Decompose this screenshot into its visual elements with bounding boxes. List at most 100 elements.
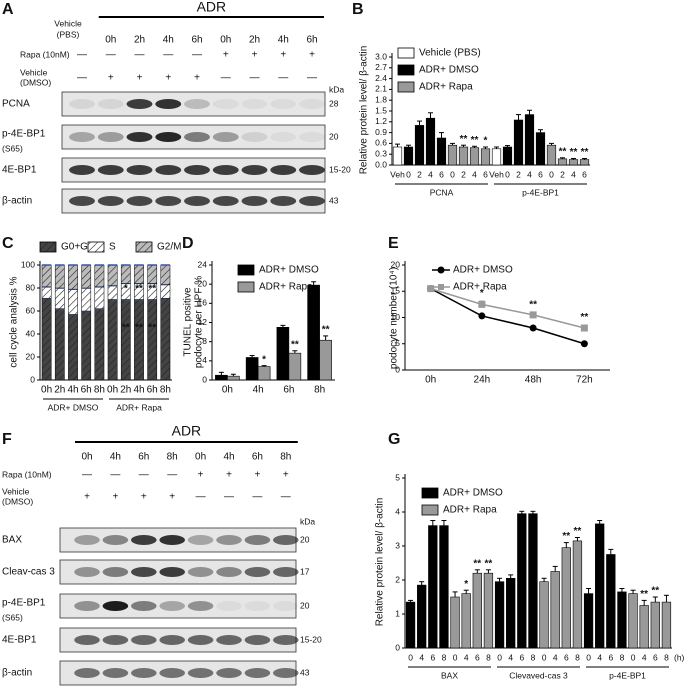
lane-label: 4h xyxy=(223,452,234,463)
treatment-sign: + xyxy=(112,492,118,503)
treatment-sign: + xyxy=(309,50,315,61)
treatment-sign: — xyxy=(278,73,288,84)
legend-swatch xyxy=(135,241,153,253)
blot-band xyxy=(244,668,271,678)
x-tick-label: 0 xyxy=(542,652,547,662)
treatment-sign: — xyxy=(192,50,202,61)
blot-band xyxy=(126,99,153,109)
bar-segment xyxy=(160,298,171,381)
blot-band xyxy=(131,535,157,545)
series-line xyxy=(430,287,585,345)
y-tick-label: 0 xyxy=(202,374,207,384)
panel-letter: F xyxy=(2,431,12,448)
bar xyxy=(595,523,605,649)
legend-swatch xyxy=(421,487,439,499)
blot-band xyxy=(159,601,185,611)
bar-segment xyxy=(107,285,118,300)
bar xyxy=(628,593,638,649)
legend-label: Vehicle (PBS) xyxy=(419,48,481,59)
blot-band xyxy=(212,132,239,142)
group-label: p-4E-BP1 xyxy=(522,187,559,197)
blot-header: ADR xyxy=(197,0,227,15)
x-tick-label: 0 xyxy=(549,169,554,179)
blot-band xyxy=(97,196,124,206)
x-tick-label: 8 xyxy=(486,652,491,662)
blot-band xyxy=(216,567,242,577)
y-tick-label: 20 xyxy=(198,278,208,288)
bar xyxy=(276,326,290,381)
legend-swatch xyxy=(397,64,415,76)
x-tick-label: 8 xyxy=(620,652,625,662)
x-tick-label: 4h xyxy=(67,385,78,396)
y-tick-label: 10 xyxy=(391,312,401,322)
treatment-sign: — xyxy=(224,492,234,503)
x-tick-label: 0 xyxy=(450,169,455,179)
bar xyxy=(546,144,557,166)
blot-band xyxy=(299,132,325,142)
group-label: Clevaved-cas 3 xyxy=(509,670,568,680)
blot-band xyxy=(270,132,297,142)
blot-band xyxy=(244,601,271,611)
blot-band xyxy=(241,132,268,142)
significance: ** xyxy=(581,147,589,158)
kda-value: 43 xyxy=(329,195,339,205)
y-tick-label: 0.3 xyxy=(375,148,387,158)
kda-label: kDa xyxy=(300,516,315,526)
panel-letter: D xyxy=(182,235,194,252)
y-tick-label: 0.0 xyxy=(375,159,387,169)
lane-label: (PBS) xyxy=(57,29,80,39)
blot-band xyxy=(187,601,214,611)
treatment-label: (DMSO) xyxy=(20,77,51,87)
row-label: Cleav-cas 3 xyxy=(2,567,55,578)
bar-segment xyxy=(107,299,118,381)
bar-segment xyxy=(81,287,92,312)
blot-band xyxy=(102,535,129,545)
y-tick-label: 16 xyxy=(198,298,208,308)
x-tick-label: 4 xyxy=(571,169,576,179)
marker xyxy=(529,324,537,332)
significance: ** xyxy=(471,135,479,146)
marker xyxy=(580,340,588,348)
x-tick-label: 6 xyxy=(519,652,524,662)
kda-value: 43 xyxy=(300,667,310,677)
legend-label: ADR+ DMSO xyxy=(419,65,479,76)
lane-label: 8h xyxy=(280,452,291,463)
y-axis-label: TUNEL positive xyxy=(183,287,194,357)
x-tick-label: Veh xyxy=(390,169,405,179)
significance: ** xyxy=(559,146,567,157)
bar xyxy=(472,572,482,649)
x-tick-label: 6 xyxy=(538,169,543,179)
x-tick-label: 2 xyxy=(560,169,565,179)
bar-segment xyxy=(160,284,171,299)
bar xyxy=(606,554,616,649)
bar xyxy=(428,525,438,649)
blot-strip xyxy=(59,593,297,619)
significance: ** xyxy=(148,284,156,295)
x-tick-label: 4 xyxy=(464,652,469,662)
y-tick-label: 3 xyxy=(395,540,400,550)
blot-band xyxy=(244,567,271,577)
treatment-sign: — xyxy=(110,470,120,481)
legend-label: ADR+ DMSO xyxy=(453,265,513,276)
row-label: p-4E-BP1 xyxy=(2,129,46,140)
treatment-sign: — xyxy=(77,73,87,84)
x-tick-label: 6 xyxy=(430,652,435,662)
y-tick-label: 20 xyxy=(26,351,36,361)
significance: * xyxy=(262,354,266,365)
lane-label: 4h xyxy=(163,35,174,46)
treatment-sign: — xyxy=(77,50,87,61)
bar-segment xyxy=(160,264,171,285)
kda-value: 17 xyxy=(300,566,310,576)
legend-label: ADR+ Rapa xyxy=(443,505,497,516)
treatment-sign: + xyxy=(194,73,200,84)
bar xyxy=(417,584,427,649)
x-tick-label: 4 xyxy=(642,652,647,662)
bar xyxy=(491,148,502,166)
bar-segment xyxy=(94,286,105,309)
treatment-label: (DMSO) xyxy=(2,496,33,506)
bar xyxy=(517,513,527,649)
blot-band xyxy=(241,99,268,109)
blot-band xyxy=(69,132,95,142)
blot-band xyxy=(69,165,95,175)
blot-band xyxy=(270,99,297,109)
